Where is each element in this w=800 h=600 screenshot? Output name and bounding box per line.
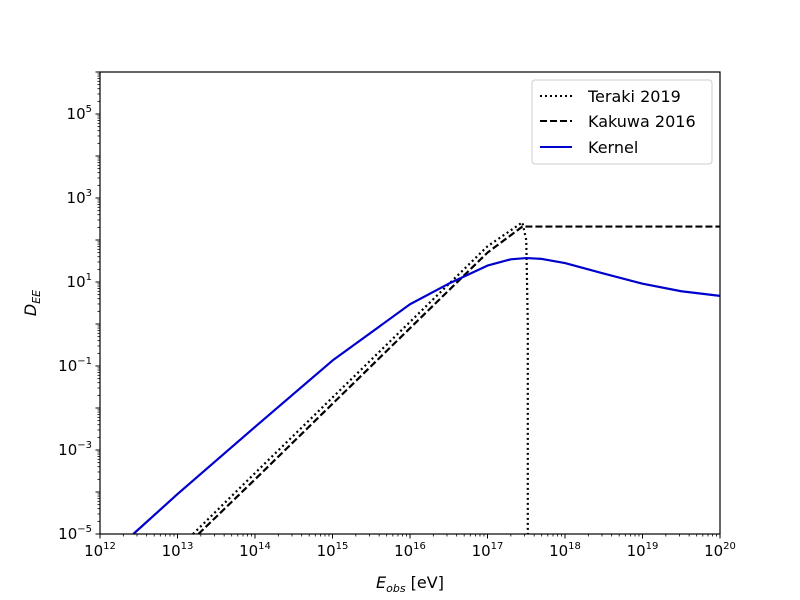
y-tick-label-base: 10: [67, 189, 86, 207]
x-tick-label-exp: 17: [491, 541, 504, 552]
series-layer: [132, 221, 721, 535]
y-tick-label: 10−1: [58, 356, 92, 375]
y-tick-label-base: 10: [67, 273, 86, 291]
y-tick-label-exp: 1: [86, 272, 92, 283]
x-tick-label: 1016: [394, 541, 426, 560]
x-tick-label-exp: 15: [336, 541, 349, 552]
x-tick-label-base: 10: [84, 542, 103, 560]
y-tick-label-base: 10: [58, 357, 77, 375]
series-line-teraki-2019: [192, 221, 529, 535]
x-tick-label-exp: 20: [723, 541, 736, 552]
legend: Teraki 2019 Kakuwa 2016 Kernel: [531, 79, 713, 165]
y-tick-label-exp: −1: [77, 356, 92, 367]
x-axis-label-suffix: [eV]: [406, 573, 444, 592]
y-tick-label-exp: 3: [86, 188, 92, 199]
x-tick-label: 1013: [162, 541, 194, 560]
legend-label-kakuwa: Kakuwa 2016: [588, 112, 696, 131]
x-tick-label-base: 10: [704, 542, 723, 560]
series-line-kernel: [132, 256, 721, 535]
y-axis-label-main: D: [21, 304, 40, 316]
y-tick-label-base: 10: [58, 525, 77, 543]
x-tick-label-base: 10: [162, 542, 181, 560]
y-tick-label: 105: [67, 104, 92, 123]
ticks-layer: 1012 1013 1014 1015 1016 1017 1018 1019 102010−5…: [58, 71, 736, 560]
x-tick-label-exp: 16: [413, 541, 426, 552]
y-tick-label: 10−3: [58, 440, 92, 459]
x-tick-label-exp: 19: [646, 541, 659, 552]
y-tick-label-base: 10: [67, 105, 86, 123]
x-tick-label-exp: 14: [258, 541, 271, 552]
x-tick-label-base: 10: [394, 542, 413, 560]
x-tick-label: 1017: [472, 541, 504, 560]
series-line-kakuwa-2016: [197, 225, 720, 535]
y-axis-label-sub: EE: [30, 290, 43, 304]
y-axis-label: DEE: [21, 290, 43, 316]
x-axis-label-sub: obs: [386, 582, 406, 595]
x-tick-label-base: 10: [239, 542, 258, 560]
x-tick-label-exp: 12: [103, 541, 116, 552]
x-axis-label: Eobs [eV]: [376, 573, 444, 595]
x-tick-label: 1012: [84, 541, 116, 560]
x-tick-label: 1019: [627, 541, 659, 560]
y-tick-label-exp: −3: [77, 440, 92, 451]
x-tick-label-exp: 18: [568, 541, 581, 552]
x-tick-label: 1015: [317, 541, 349, 560]
x-tick-label-exp: 13: [181, 541, 194, 552]
y-tick-label: 10−5: [58, 524, 92, 543]
x-tick-label-base: 10: [472, 542, 491, 560]
y-tick-label: 101: [67, 272, 92, 291]
x-tick-label: 1020: [704, 541, 736, 560]
x-tick-label: 1014: [239, 541, 271, 560]
legend-box: [531, 79, 713, 165]
y-tick-label-exp: 5: [86, 104, 92, 115]
y-tick-label-base: 10: [58, 441, 77, 459]
x-tick-label: 1018: [549, 541, 581, 560]
x-tick-label-base: 10: [627, 542, 646, 560]
legend-label-teraki: Teraki 2019: [587, 87, 681, 106]
y-tick-label-exp: −5: [77, 524, 92, 535]
x-axis-label-main: E: [376, 573, 387, 592]
x-tick-label-base: 10: [317, 542, 336, 560]
y-tick-label: 103: [67, 188, 92, 207]
legend-label-kernel: Kernel: [588, 138, 638, 157]
x-tick-label-base: 10: [549, 542, 568, 560]
